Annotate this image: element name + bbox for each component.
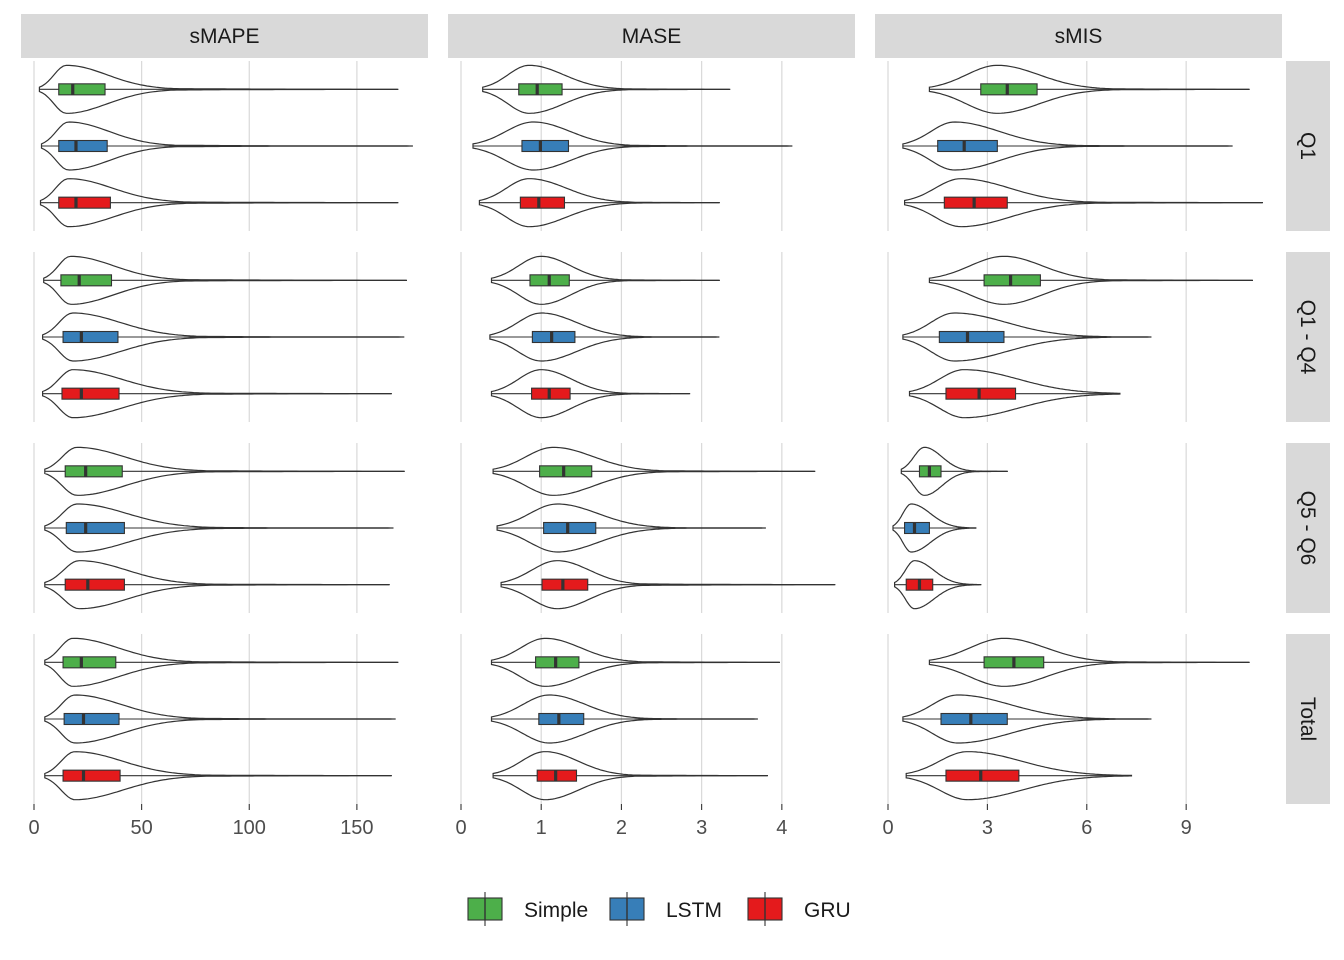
legend-item-simple: Simple bbox=[467, 892, 588, 926]
x-tick-label: 6 bbox=[1081, 817, 1092, 839]
box-gru bbox=[64, 578, 125, 591]
violin-simple bbox=[900, 446, 1008, 496]
box-gru bbox=[541, 578, 589, 591]
violin-gru bbox=[44, 560, 390, 610]
x-tick-label: 3 bbox=[982, 817, 993, 839]
box-simple bbox=[539, 465, 593, 478]
box-simple bbox=[58, 83, 106, 96]
box-lstm bbox=[938, 330, 1005, 344]
row-label: Q5 - Q6 bbox=[1296, 491, 1319, 566]
panel-sMAPE-0 bbox=[33, 61, 413, 231]
panel-MASE-0 bbox=[460, 61, 793, 231]
box-simple bbox=[983, 274, 1041, 287]
x-tick-label: 0 bbox=[28, 817, 39, 839]
box-gru bbox=[62, 769, 121, 782]
violin-simple bbox=[43, 255, 407, 305]
panel-sMIS-2 bbox=[887, 443, 1187, 613]
legend-label: Simple bbox=[524, 899, 588, 922]
panel-sMIS-3 bbox=[887, 634, 1250, 804]
box-lstm bbox=[538, 712, 585, 726]
box-lstm bbox=[937, 139, 998, 153]
violin-gru bbox=[39, 178, 399, 228]
box-lstm bbox=[63, 712, 120, 726]
legend: Simple LSTM GRU bbox=[467, 892, 851, 926]
x-tick-label: 3 bbox=[696, 817, 707, 839]
box-gru bbox=[61, 387, 120, 400]
panel-sMAPE-1 bbox=[33, 252, 407, 422]
panel-sMAPE-2 bbox=[33, 443, 405, 613]
row-strips: Q1 Q1 - Q4 Q5 - Q6 Total bbox=[1286, 61, 1330, 804]
box-simple bbox=[64, 465, 123, 478]
panel-sMIS-0 bbox=[887, 61, 1263, 231]
x-tick-label: 0 bbox=[882, 817, 893, 839]
column-label: sMIS bbox=[1055, 25, 1103, 48]
box-lstm bbox=[940, 712, 1008, 726]
legend-item-lstm: LSTM bbox=[609, 892, 722, 926]
violin-gru bbox=[500, 560, 836, 610]
x-tick-label: 2 bbox=[616, 817, 627, 839]
x-tick-label: 1 bbox=[536, 817, 547, 839]
panel-sMAPE-3 bbox=[33, 634, 399, 804]
x-tick-label: 0 bbox=[455, 817, 466, 839]
violin-lstm bbox=[892, 503, 977, 553]
violin-gru bbox=[894, 560, 982, 610]
panel-MASE-3 bbox=[460, 634, 783, 804]
panel-MASE-1 bbox=[460, 252, 783, 422]
violin-gru bbox=[904, 178, 1263, 228]
box-simple bbox=[518, 83, 563, 96]
box-lstm bbox=[58, 139, 108, 153]
x-tick-label: 150 bbox=[340, 817, 373, 839]
column-strip bbox=[875, 14, 1282, 58]
violin-gru bbox=[478, 178, 720, 228]
x-tick-label: 9 bbox=[1181, 817, 1192, 839]
row-label: Total bbox=[1296, 697, 1319, 741]
box-lstm bbox=[62, 330, 119, 344]
box-simple bbox=[980, 83, 1038, 96]
x-tick-label: 50 bbox=[131, 817, 153, 839]
row-strip bbox=[1286, 443, 1330, 613]
x-axes: 0 50 100 150 0 1 2 3 4 0 3 6 9 bbox=[28, 804, 1192, 839]
box-lstm bbox=[904, 521, 930, 535]
panel-MASE-2 bbox=[460, 443, 836, 613]
box-gru bbox=[519, 196, 566, 209]
panels bbox=[33, 61, 1263, 804]
row-label: Q1 bbox=[1296, 132, 1319, 160]
box-simple bbox=[535, 656, 580, 669]
box-lstm bbox=[65, 521, 125, 535]
box-gru bbox=[945, 387, 1017, 400]
violin-simple bbox=[44, 637, 399, 687]
violin-simple bbox=[490, 255, 720, 305]
panel-sMIS-1 bbox=[887, 252, 1253, 422]
box-lstm bbox=[543, 521, 597, 535]
box-gru bbox=[943, 196, 1008, 209]
column-label: sMAPE bbox=[189, 25, 259, 48]
box-simple bbox=[62, 656, 117, 669]
row-strip bbox=[1286, 634, 1330, 804]
box-gru bbox=[531, 387, 571, 400]
box-lstm bbox=[531, 330, 576, 344]
legend-label: LSTM bbox=[666, 899, 722, 922]
column-label: MASE bbox=[622, 25, 682, 48]
row-label: Q1 - Q4 bbox=[1296, 300, 1319, 375]
box-lstm bbox=[521, 139, 570, 153]
violin-simple bbox=[38, 64, 399, 114]
box-gru bbox=[58, 196, 111, 209]
column-strips: sMAPE MASE sMIS bbox=[21, 14, 1282, 58]
row-strip bbox=[1286, 61, 1330, 231]
x-tick-label: 4 bbox=[776, 817, 787, 839]
column-strip bbox=[21, 14, 428, 58]
column-strip bbox=[448, 14, 855, 58]
legend-label: GRU bbox=[804, 899, 851, 922]
x-tick-label: 100 bbox=[233, 817, 266, 839]
row-strip bbox=[1286, 252, 1330, 422]
box-gru bbox=[945, 769, 1020, 782]
legend-item-gru: GRU bbox=[747, 892, 851, 926]
box-simple bbox=[60, 274, 113, 287]
